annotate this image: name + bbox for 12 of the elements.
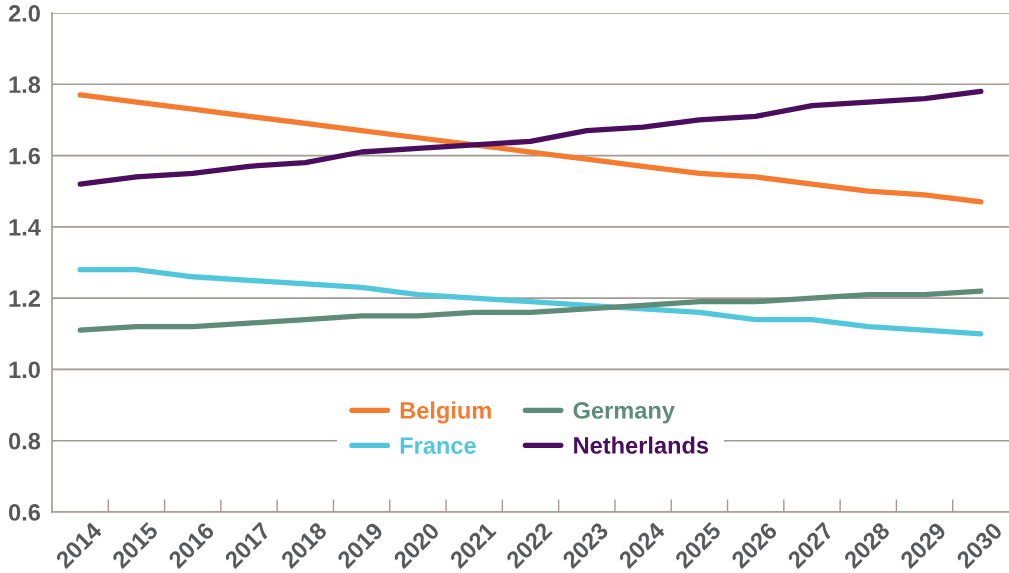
legend-label: Netherlands <box>574 436 709 454</box>
y-tick-label: 1.8 <box>9 76 41 94</box>
y-tick-label: 2.0 <box>8 5 40 22</box>
legend-label: France <box>400 437 476 454</box>
y-tick-label: 0.8 <box>9 432 41 450</box>
y-tick-label: 1.4 <box>9 219 41 236</box>
y-tick-label: 1.0 <box>9 361 40 379</box>
y-tick-label: 1.2 <box>9 290 40 307</box>
y-tick-label: 0.6 <box>9 504 41 521</box>
legend-label: Germany <box>573 402 675 424</box>
y-tick-label: 1.6 <box>9 147 41 165</box>
legend-label: Belgium <box>400 401 491 424</box>
